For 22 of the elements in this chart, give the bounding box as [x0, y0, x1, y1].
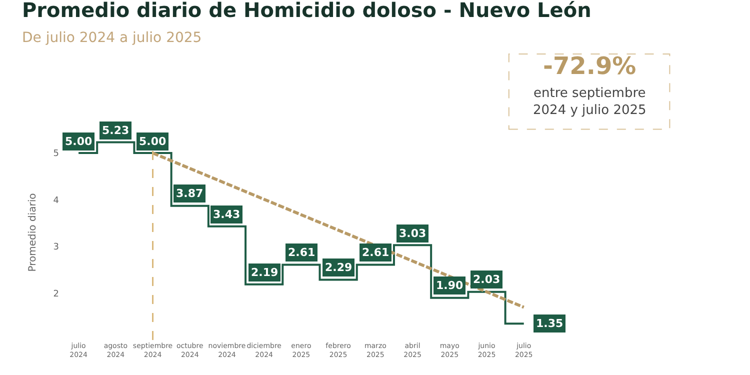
data-label: 5.00: [65, 135, 92, 148]
data-label: 2.61: [288, 246, 316, 259]
data-label: 2.61: [362, 246, 390, 259]
data-label: 5.23: [102, 124, 130, 137]
data-label: 3.03: [399, 227, 426, 240]
y-tick-label: 2: [53, 289, 59, 300]
data-label: 3.43: [213, 208, 240, 221]
chart-subtitle: De julio 2024 a julio 2025: [22, 30, 202, 46]
text: -72.9%: [543, 52, 636, 80]
data-label: 1.90: [436, 279, 464, 292]
text: entre septiembre 2024 y julio 2025: [533, 86, 646, 118]
y-tick-label: 5: [53, 149, 59, 160]
data-label: 1.35: [536, 317, 564, 330]
chart-title: Promedio diario de Homicidio doloso - Nuevo León: [22, 0, 592, 22]
data-label: 2.19: [251, 266, 278, 279]
data-label: 2.03: [473, 273, 500, 286]
y-axis-title: Promedio diario: [27, 193, 38, 272]
y-tick-label: 3: [53, 242, 59, 253]
data-label: 2.29: [325, 261, 352, 274]
data-label: 5.00: [139, 135, 166, 148]
y-tick-label: 4: [53, 196, 60, 206]
data-label: 3.87: [176, 187, 204, 200]
